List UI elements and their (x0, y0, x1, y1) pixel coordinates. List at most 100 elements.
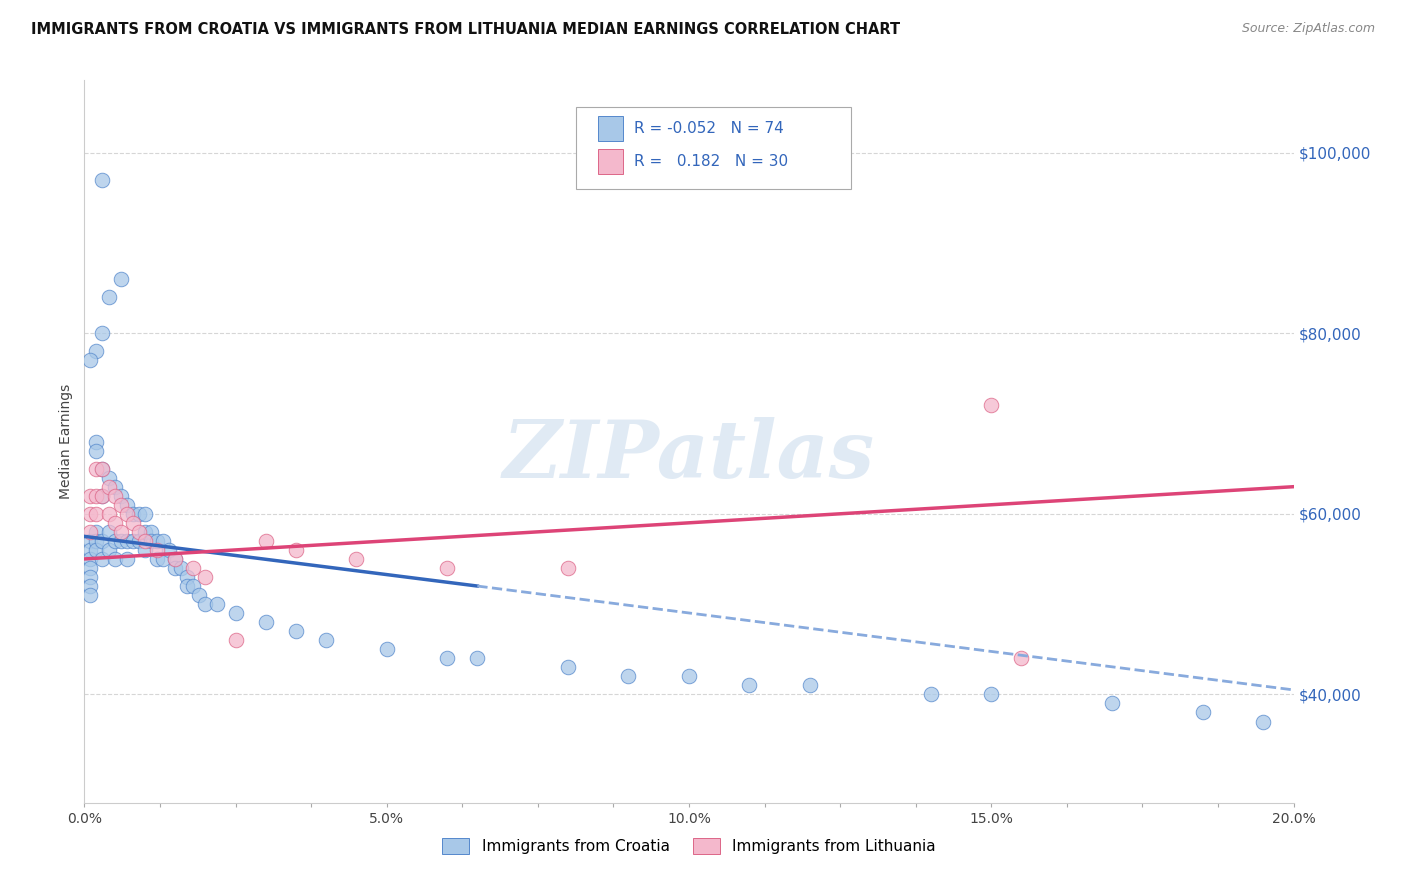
Point (110, 533, 132, 548)
Point (97, 480, 120, 494)
Point (1011, 651, 1033, 665)
Point (121, 516, 143, 530)
Point (134, 542, 156, 557)
Point (104, 489, 127, 503)
Point (110, 272, 132, 286)
Point (254, 533, 277, 548)
Point (79, 507, 101, 521)
Point (104, 516, 127, 530)
Point (139, 533, 162, 548)
Point (104, 552, 127, 566)
Point (104, 480, 127, 494)
Point (104, 533, 127, 548)
Point (194, 597, 217, 611)
Point (920, 687, 942, 701)
Point (97, 542, 120, 557)
Point (152, 533, 174, 548)
Point (225, 606, 247, 620)
Point (157, 542, 180, 557)
Point (146, 533, 169, 548)
Point (121, 507, 143, 521)
Text: IMMIGRANTS FROM CROATIA VS IMMIGRANTS FROM LITHUANIA MEDIAN EARNINGS CORRELATION: IMMIGRANTS FROM CROATIA VS IMMIGRANTS FR… (31, 22, 900, 37)
Point (91, 489, 114, 503)
Point (86, 461, 108, 475)
Point (176, 579, 198, 593)
Point (146, 542, 169, 557)
Point (110, 489, 132, 503)
Point (86, 434, 108, 449)
Point (115, 507, 138, 521)
Point (110, 498, 132, 512)
Point (165, 561, 187, 575)
Point (346, 552, 368, 566)
Point (678, 669, 700, 683)
Text: ZIPatlas: ZIPatlas (503, 417, 875, 495)
Point (188, 588, 211, 602)
Point (980, 398, 1002, 412)
Point (79, 542, 101, 557)
Point (115, 498, 138, 512)
Point (97, 524, 120, 539)
Legend: Immigrants from Croatia, Immigrants from Lithuania: Immigrants from Croatia, Immigrants from… (436, 832, 942, 860)
Point (91, 461, 114, 475)
Point (436, 651, 458, 665)
Point (980, 687, 1002, 701)
Point (1253, 714, 1275, 729)
Point (128, 507, 150, 521)
Point (134, 533, 156, 548)
Point (79, 570, 101, 584)
Point (91, 326, 114, 341)
Point (91, 489, 114, 503)
Point (139, 524, 162, 539)
Point (79, 561, 101, 575)
Point (121, 533, 143, 548)
Point (165, 552, 187, 566)
Point (97, 507, 120, 521)
Point (152, 552, 174, 566)
Point (1192, 706, 1215, 720)
Point (79, 353, 101, 368)
Point (134, 507, 156, 521)
Point (738, 678, 761, 692)
Point (170, 561, 193, 575)
Point (86, 542, 108, 557)
Point (285, 624, 308, 639)
Point (375, 642, 398, 657)
Y-axis label: Median Earnings: Median Earnings (59, 384, 73, 500)
Point (91, 533, 114, 548)
Point (97, 290, 120, 304)
Point (165, 552, 187, 566)
Point (79, 489, 101, 503)
Point (79, 552, 101, 566)
Point (79, 524, 101, 539)
Point (79, 588, 101, 602)
Point (97, 471, 120, 485)
Point (146, 552, 169, 566)
Point (254, 615, 277, 630)
Point (225, 633, 247, 648)
Point (194, 570, 217, 584)
Point (207, 597, 229, 611)
Point (467, 651, 489, 665)
Point (86, 443, 108, 458)
Text: R = -0.052   N = 74: R = -0.052 N = 74 (634, 120, 785, 136)
Point (86, 489, 108, 503)
Point (86, 524, 108, 539)
Point (86, 533, 108, 548)
Point (176, 570, 198, 584)
Text: Source: ZipAtlas.com: Source: ZipAtlas.com (1241, 22, 1375, 36)
Point (617, 669, 640, 683)
Point (110, 524, 132, 539)
Point (557, 660, 579, 674)
Point (128, 533, 150, 548)
Point (285, 542, 308, 557)
Point (79, 533, 101, 548)
Point (557, 561, 579, 575)
Text: R =   0.182   N = 30: R = 0.182 N = 30 (634, 153, 789, 169)
Point (128, 524, 150, 539)
Point (91, 172, 114, 186)
Point (1101, 697, 1123, 711)
Point (115, 533, 138, 548)
Point (91, 461, 114, 475)
Point (91, 552, 114, 566)
